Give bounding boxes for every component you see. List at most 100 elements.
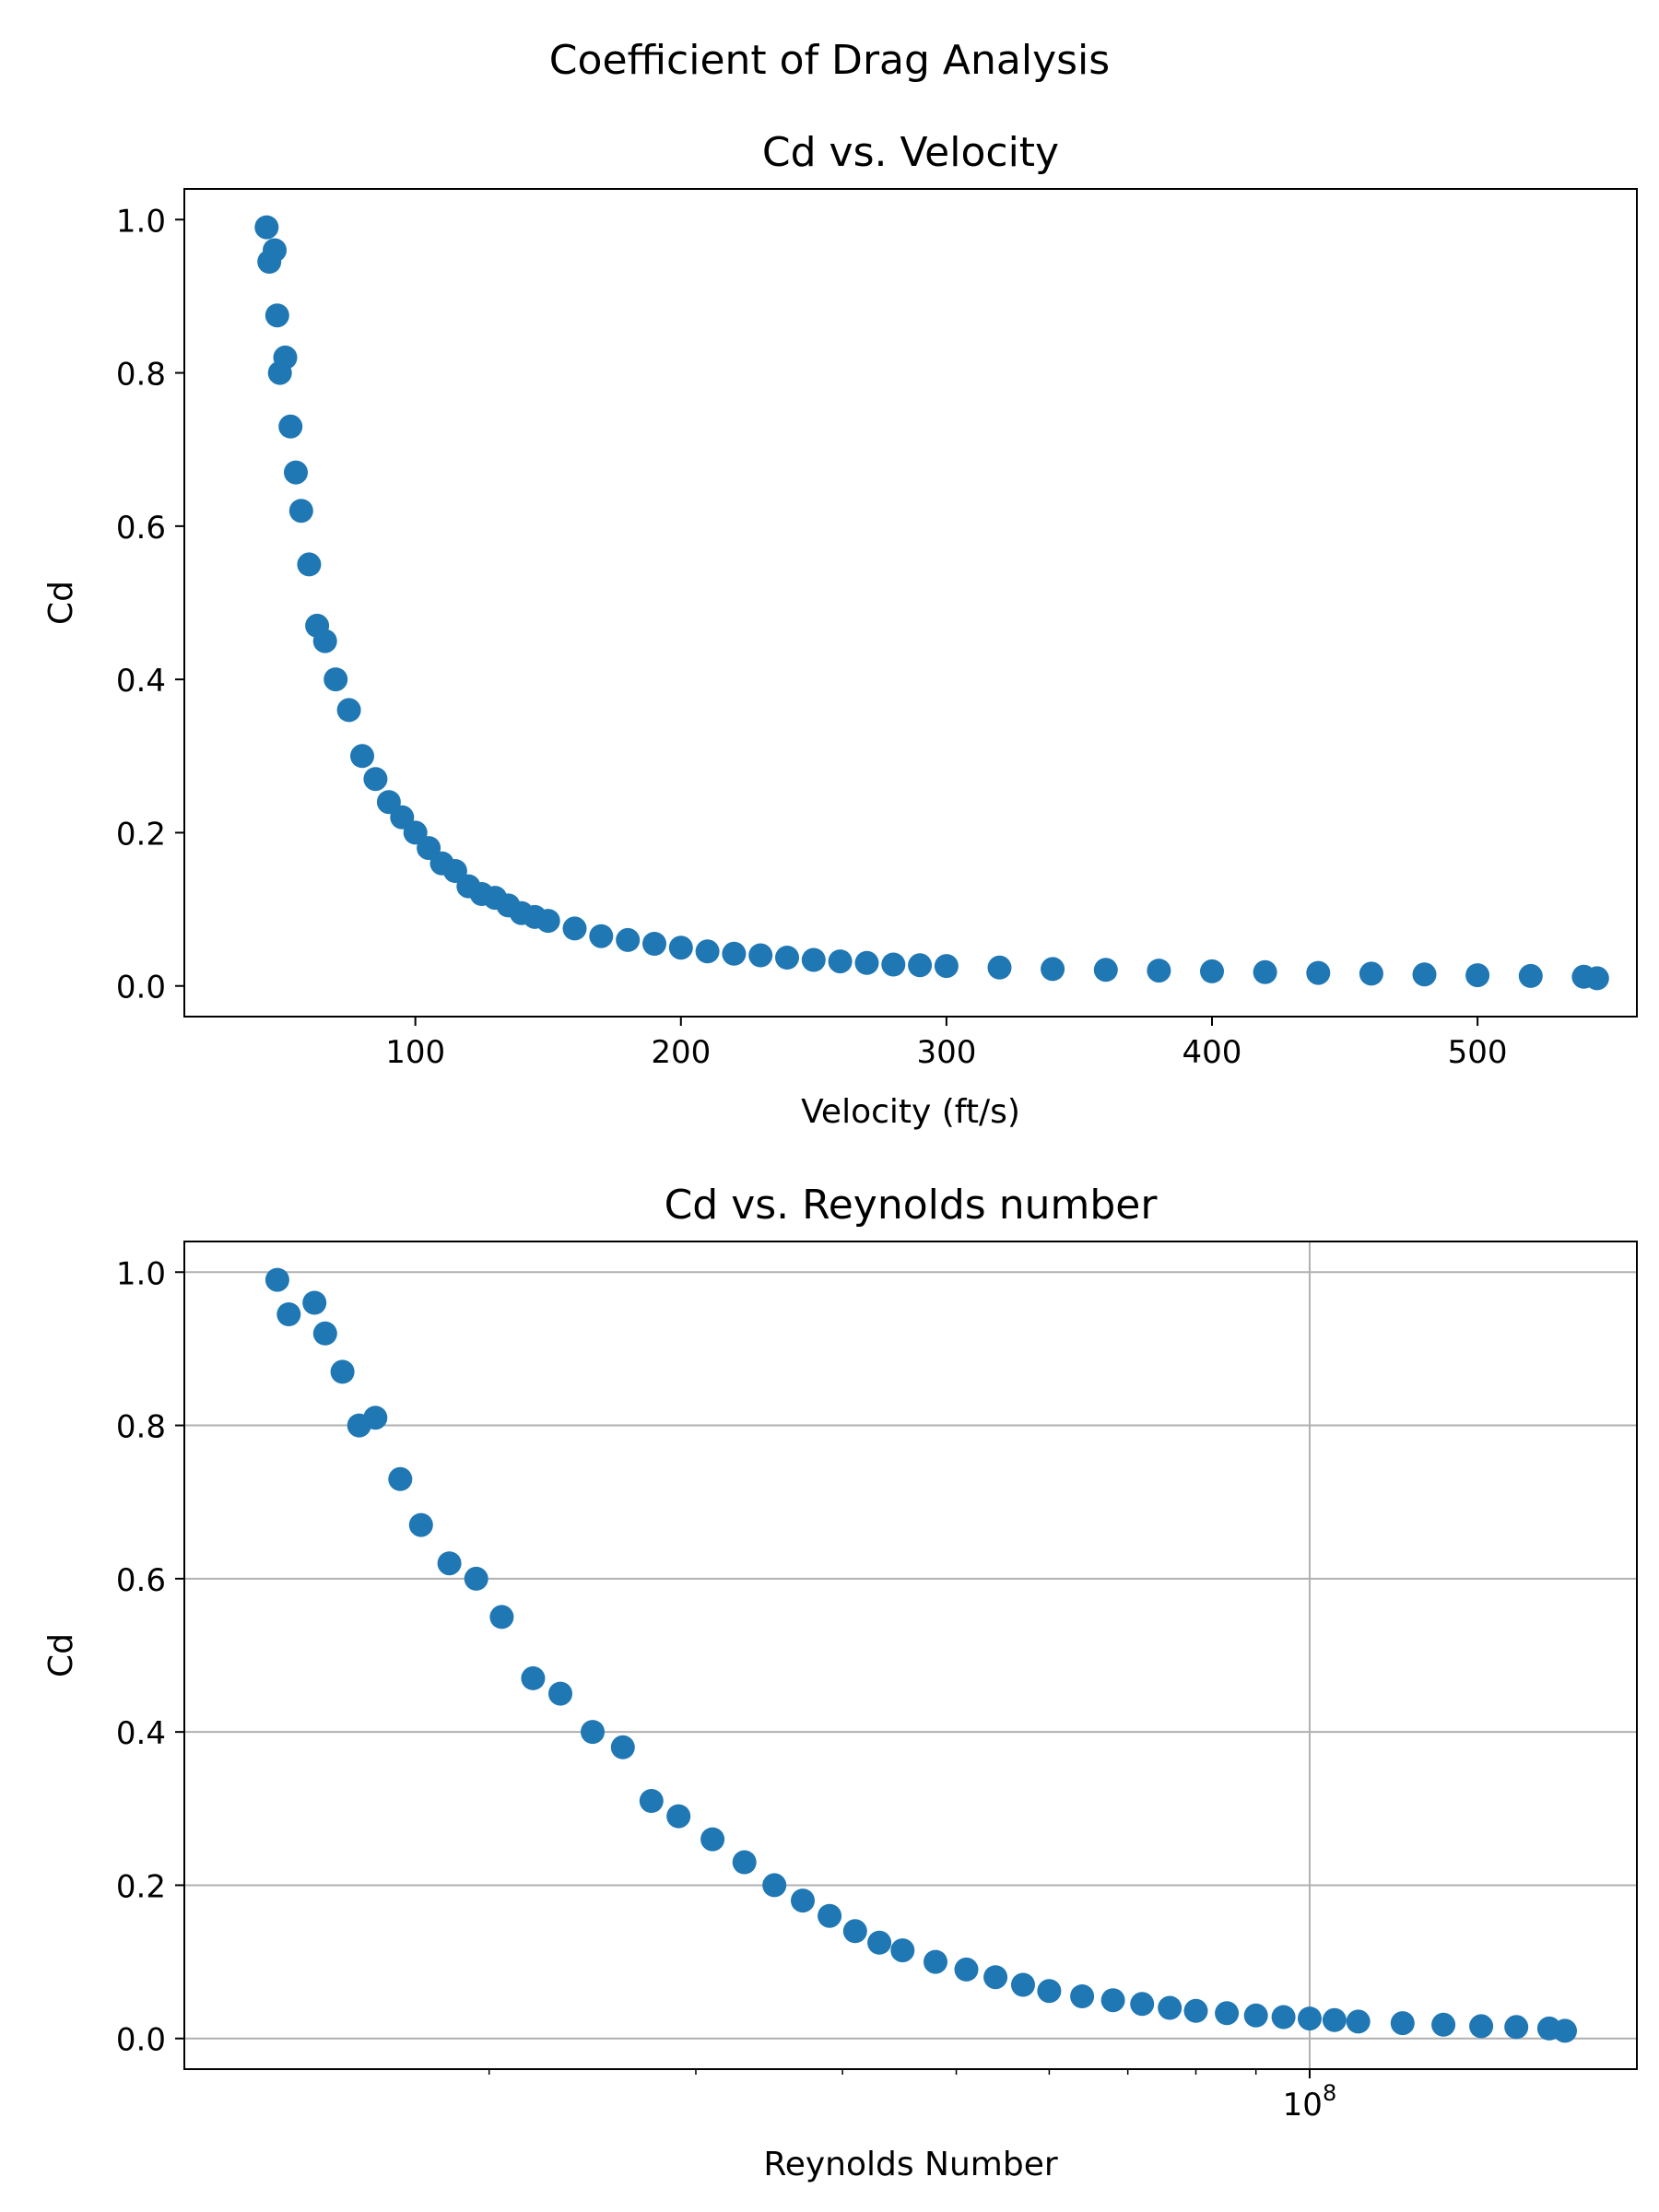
y-tick-label: 0.2 — [116, 1868, 166, 1905]
data-point — [278, 414, 303, 439]
y-tick-label: 0.0 — [116, 970, 166, 1006]
data-point — [363, 767, 388, 792]
data-point — [312, 1321, 337, 1346]
data-point — [801, 947, 826, 972]
x-tick-label: 100 — [385, 1034, 445, 1071]
data-point — [489, 1605, 514, 1630]
data-point — [616, 927, 641, 952]
data-point — [324, 667, 348, 692]
data-point — [1584, 966, 1609, 991]
x-tick-label: 300 — [916, 1034, 976, 1071]
data-point — [1070, 1984, 1095, 2008]
data-point — [288, 499, 313, 524]
data-point — [388, 1466, 413, 1491]
data-points — [265, 1267, 1577, 2043]
data-point — [1346, 2009, 1371, 2034]
data-point — [954, 1957, 979, 1982]
data-point — [350, 744, 374, 769]
data-point — [1011, 1972, 1035, 1997]
data-point — [890, 1938, 915, 1963]
data-point — [535, 909, 560, 934]
data-point — [934, 954, 959, 979]
y-tick-label: 0.8 — [116, 357, 166, 394]
chart-reynolds: 0.0 0.2 0.4 0.6 0.8 1.0 108 Cd vs. Reynolds num… — [42, 1182, 1638, 2183]
y-tick-label: 0.8 — [116, 1409, 166, 1446]
data-point — [722, 941, 747, 966]
data-point — [589, 924, 614, 948]
y-axis-label: Cd — [42, 1633, 80, 1677]
data-point — [775, 946, 799, 970]
data-point — [639, 1789, 664, 1813]
data-point — [668, 935, 693, 960]
data-point — [1431, 2012, 1456, 2037]
data-point — [1093, 958, 1118, 982]
data-point — [363, 1406, 388, 1430]
data-point — [464, 1566, 488, 1591]
x-tick-label: 400 — [1182, 1034, 1242, 1071]
data-point — [265, 1267, 289, 1292]
data-point — [263, 238, 287, 263]
data-point — [1253, 959, 1277, 984]
data-point — [408, 1512, 433, 1537]
y-tick-label: 0.4 — [116, 663, 166, 700]
x-axis-label: Velocity (ft/s) — [801, 1093, 1020, 1131]
data-point — [762, 1873, 787, 1898]
data-point — [1553, 2018, 1577, 2043]
y-tick-label: 0.0 — [116, 2022, 166, 2059]
data-point — [1183, 1998, 1208, 2023]
data-point — [842, 1919, 867, 1944]
data-point — [1130, 1992, 1155, 2017]
data-point — [642, 932, 666, 956]
data-point — [828, 949, 853, 974]
y-tick-label: 0.4 — [116, 1715, 166, 1752]
data-point — [581, 1720, 605, 1745]
data-point — [265, 303, 289, 328]
chart-title: Cd vs. Velocity — [762, 129, 1059, 176]
y-tick-label: 0.2 — [116, 816, 166, 853]
data-point — [330, 1359, 355, 1384]
data-point — [1041, 957, 1065, 982]
data-point — [987, 955, 1012, 980]
figure-suptitle: Coefficient of Drag Analysis — [548, 37, 1111, 84]
x-tick-label: 200 — [651, 1034, 711, 1071]
y-tick-label: 1.0 — [116, 203, 166, 240]
data-point — [924, 1949, 947, 1974]
data-point — [908, 953, 933, 978]
y-tick-label: 1.0 — [116, 1255, 166, 1292]
data-point — [1390, 2011, 1415, 2036]
chart-velocity: 0.0 0.2 0.4 0.6 0.8 1.0 100 200 300 400 500 Cd vs. … — [42, 129, 1638, 1131]
data-point — [548, 1681, 572, 1706]
data-point — [1359, 961, 1383, 986]
data-point — [1158, 1995, 1182, 2020]
data-point — [1504, 2015, 1529, 2040]
data-point — [983, 1965, 1008, 1990]
data-point — [1147, 959, 1171, 983]
plot-frame — [183, 188, 1638, 1018]
data-point — [254, 215, 279, 240]
data-point — [284, 460, 308, 485]
data-point — [791, 1888, 815, 1913]
data-point — [854, 950, 879, 975]
data-point — [748, 943, 773, 968]
data-point — [695, 939, 720, 964]
x-tick-label: 500 — [1448, 1034, 1508, 1071]
chart-title: Cd vs. Reynolds number — [665, 1182, 1159, 1229]
data-point — [818, 1903, 842, 1928]
data-point — [1037, 1979, 1062, 2004]
data-point — [666, 1804, 691, 1829]
data-point — [1298, 2006, 1322, 2031]
data-point — [1412, 962, 1437, 987]
y-tick-label: 0.6 — [116, 1562, 166, 1599]
data-points — [254, 215, 1609, 991]
data-point — [1200, 959, 1224, 983]
data-point — [336, 698, 361, 723]
x-axis-label: Reynolds Number — [763, 2146, 1058, 2183]
y-axis-label: Cd — [42, 581, 80, 625]
data-point — [867, 1930, 892, 1955]
data-point — [297, 552, 322, 577]
data-point — [273, 345, 298, 370]
data-point — [610, 1735, 635, 1759]
y-tick-label: 0.6 — [116, 510, 166, 547]
data-point — [437, 1551, 462, 1576]
